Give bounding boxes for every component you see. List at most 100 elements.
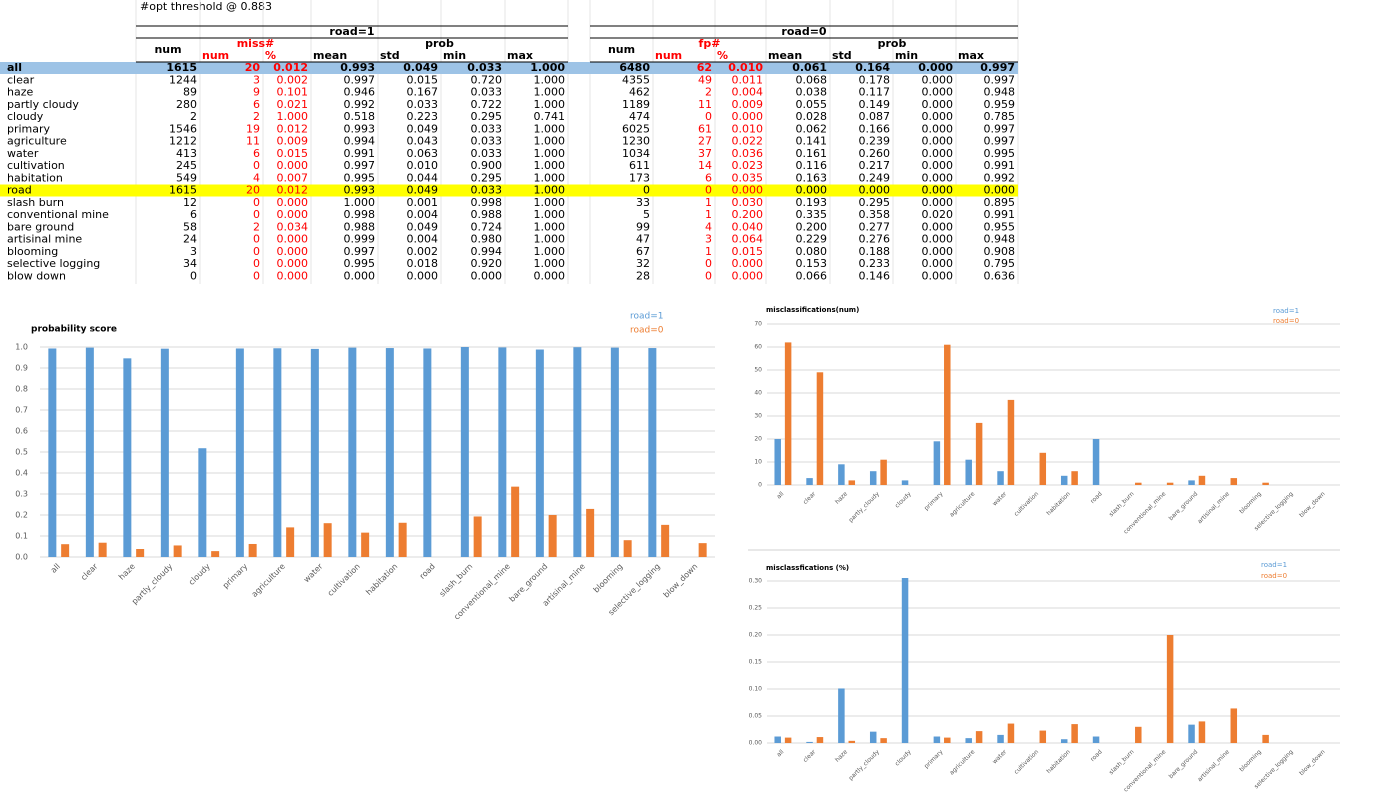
cell: 0.920 bbox=[471, 257, 503, 270]
cell: 0.000 bbox=[732, 110, 764, 123]
x-tick-label: cloudy bbox=[894, 490, 913, 509]
cell: 0.217 bbox=[859, 159, 891, 172]
cell: 1.000 bbox=[534, 233, 566, 246]
x-tick-label: road bbox=[418, 562, 437, 581]
bar bbox=[211, 551, 220, 557]
bar bbox=[173, 545, 182, 557]
bar bbox=[975, 422, 983, 485]
legend-label: road=0 bbox=[630, 326, 664, 336]
cell: 0.200 bbox=[796, 220, 828, 233]
cell: 2 bbox=[253, 110, 260, 123]
legend-label: road=1 bbox=[1261, 561, 1287, 569]
cell: 0.959 bbox=[984, 98, 1016, 111]
bar bbox=[473, 516, 482, 557]
cell: 20 bbox=[246, 184, 260, 197]
bar bbox=[623, 540, 632, 557]
cell: 0.034 bbox=[277, 220, 309, 233]
sub-header: std bbox=[380, 49, 400, 62]
bar bbox=[1039, 730, 1047, 743]
cell: 0.000 bbox=[922, 98, 954, 111]
cell: 0 bbox=[643, 184, 650, 197]
cell: 0.068 bbox=[796, 73, 828, 86]
cell: 0.000 bbox=[922, 245, 954, 258]
bar bbox=[98, 542, 107, 557]
bar bbox=[816, 372, 824, 485]
cell: 0.260 bbox=[859, 147, 891, 160]
cell: 0.000 bbox=[922, 110, 954, 123]
cell: 0.000 bbox=[732, 257, 764, 270]
cell: 0.000 bbox=[984, 184, 1016, 197]
row-label: artisinal mine bbox=[7, 233, 82, 246]
cell: 1.000 bbox=[534, 245, 566, 258]
cell: 0.000 bbox=[922, 184, 954, 197]
bar bbox=[136, 549, 145, 557]
cell: 37 bbox=[698, 147, 712, 160]
x-tick-label: slash_burn bbox=[1108, 490, 1136, 518]
cell: 1.000 bbox=[534, 208, 566, 221]
cell: 0 bbox=[253, 257, 260, 270]
cell: 1.000 bbox=[277, 110, 309, 123]
cell: 0.358 bbox=[859, 208, 891, 221]
cell: 0.015 bbox=[277, 147, 309, 160]
cell: 0.021 bbox=[277, 98, 309, 111]
row-label: partly cloudy bbox=[7, 98, 79, 111]
y-tick-label: 0.3 bbox=[15, 490, 28, 499]
cell: 0.010 bbox=[728, 61, 763, 74]
cell: 6 bbox=[705, 171, 712, 184]
bar bbox=[784, 737, 792, 743]
y-tick-label: 0.00 bbox=[749, 740, 763, 747]
cell: 0.000 bbox=[277, 159, 309, 172]
cell: 61 bbox=[698, 122, 712, 135]
cell: 413 bbox=[176, 147, 197, 160]
bar bbox=[423, 348, 432, 557]
x-tick-label: habitation bbox=[364, 562, 399, 597]
bar bbox=[1060, 739, 1068, 743]
cell: 1.000 bbox=[534, 159, 566, 172]
cell: 0.000 bbox=[922, 257, 954, 270]
legend-label: road=0 bbox=[1261, 572, 1287, 580]
bar bbox=[1060, 475, 1068, 485]
bar bbox=[880, 738, 887, 743]
sub-header: % bbox=[265, 49, 276, 62]
cell: 0.233 bbox=[859, 257, 891, 270]
cell: 0.000 bbox=[277, 196, 309, 209]
cell: 0.335 bbox=[796, 208, 828, 221]
sub-header: num bbox=[202, 49, 229, 62]
cell: 0.000 bbox=[277, 233, 309, 246]
cell: 549 bbox=[176, 171, 197, 184]
cell: 0 bbox=[253, 233, 260, 246]
y-tick-label: 0.15 bbox=[749, 659, 763, 666]
cell: 0.146 bbox=[859, 269, 891, 282]
bar bbox=[498, 347, 507, 557]
cell: 1244 bbox=[169, 73, 197, 86]
cell: 89 bbox=[183, 86, 197, 99]
bar bbox=[198, 448, 207, 557]
x-tick-label: road bbox=[1089, 490, 1104, 505]
bar bbox=[460, 347, 469, 557]
x-tick-label: bare_ground bbox=[1168, 748, 1200, 780]
x-tick-label: clear bbox=[802, 748, 818, 764]
cell: 1.000 bbox=[534, 86, 566, 99]
cell: 33 bbox=[636, 196, 650, 209]
cell: 0.022 bbox=[732, 135, 764, 148]
row-label: cultivation bbox=[7, 159, 65, 172]
cell: 0.002 bbox=[277, 73, 309, 86]
bar bbox=[1198, 475, 1206, 485]
row-label: all bbox=[7, 61, 22, 74]
cell: 0 bbox=[253, 159, 260, 172]
cell: 0.028 bbox=[796, 110, 828, 123]
cell: 0.188 bbox=[859, 245, 891, 258]
bar bbox=[1039, 452, 1047, 485]
cell: 0.015 bbox=[732, 245, 764, 258]
bar bbox=[235, 348, 244, 557]
bar bbox=[361, 532, 370, 557]
cell: 0.992 bbox=[344, 98, 376, 111]
cell: 0.009 bbox=[732, 98, 764, 111]
y-tick-label: 40 bbox=[754, 390, 762, 397]
cell: 0.998 bbox=[344, 208, 376, 221]
bar bbox=[385, 348, 394, 557]
bars bbox=[774, 342, 1269, 485]
row-label: water bbox=[7, 147, 39, 160]
cell: 0.276 bbox=[859, 233, 891, 246]
